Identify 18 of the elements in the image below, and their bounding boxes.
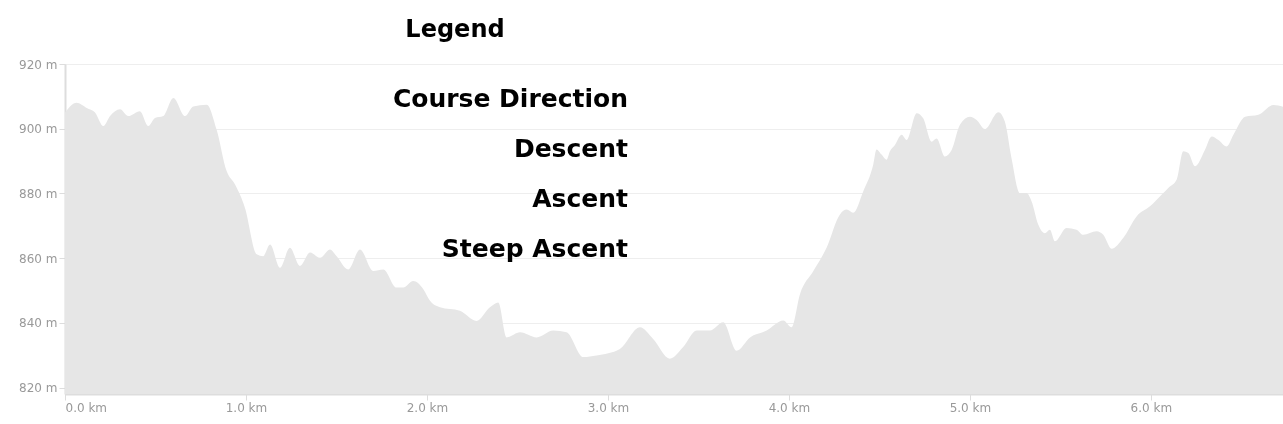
- x-tick-label: 3.0 km: [587, 400, 630, 415]
- x-tick-label: 0.0 km: [65, 400, 108, 415]
- text: Legend: [405, 15, 505, 43]
- x-tick-label: 5.0 km: [949, 400, 992, 415]
- y-tick-label: 840 m: [19, 316, 58, 331]
- annotation: Descent: [513, 134, 629, 163]
- y-tick-label: 880 m: [19, 186, 58, 201]
- x-tick-label: 4.0 km: [768, 400, 811, 415]
- annotation: Steep Ascent: [441, 234, 629, 263]
- y-tick-label: 920 m: [19, 57, 58, 72]
- y-tick-label: 900 m: [19, 122, 58, 137]
- y-tick-label: 860 m: [19, 251, 58, 266]
- y-tick-label: 820 m: [19, 381, 58, 396]
- x-tick-label: 1.0 km: [225, 400, 268, 415]
- x-tick-label: 6.0 km: [1130, 400, 1173, 415]
- x-tick-label: 2.0 km: [406, 400, 449, 415]
- annotation: Course Direction: [392, 84, 628, 113]
- annotation: Ascent: [532, 184, 629, 213]
